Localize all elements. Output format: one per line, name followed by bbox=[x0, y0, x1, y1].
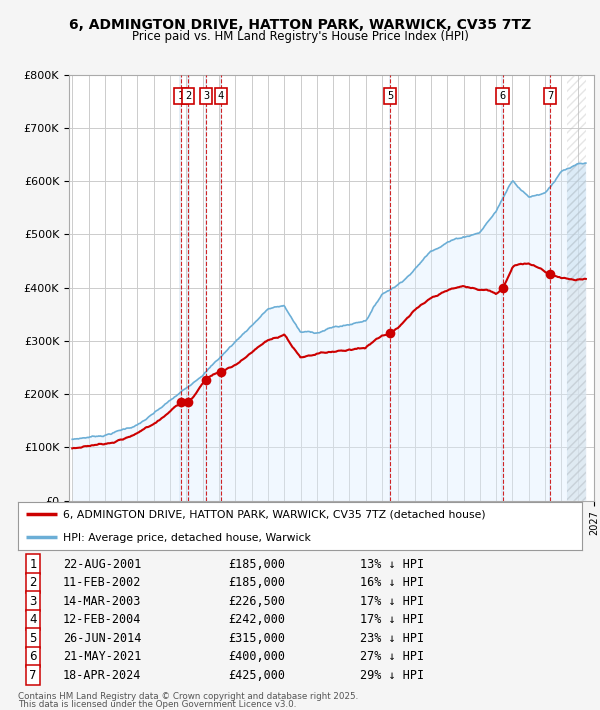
Text: 11-FEB-2002: 11-FEB-2002 bbox=[63, 577, 142, 589]
Text: 6: 6 bbox=[499, 91, 506, 101]
Text: 13% ↓ HPI: 13% ↓ HPI bbox=[360, 558, 424, 571]
Text: 7: 7 bbox=[29, 669, 37, 682]
Text: 17% ↓ HPI: 17% ↓ HPI bbox=[360, 595, 424, 608]
Text: 21-MAY-2021: 21-MAY-2021 bbox=[63, 650, 142, 663]
Bar bbox=[501, 75, 504, 501]
Text: 1: 1 bbox=[29, 558, 37, 571]
Text: £185,000: £185,000 bbox=[228, 577, 285, 589]
Text: 16% ↓ HPI: 16% ↓ HPI bbox=[360, 577, 424, 589]
Text: 22-AUG-2001: 22-AUG-2001 bbox=[63, 558, 142, 571]
Text: 3: 3 bbox=[29, 595, 37, 608]
Text: 2: 2 bbox=[185, 91, 191, 101]
Text: 5: 5 bbox=[29, 632, 37, 645]
Text: 5: 5 bbox=[387, 91, 393, 101]
Bar bbox=[205, 75, 207, 501]
Text: £185,000: £185,000 bbox=[228, 558, 285, 571]
Text: Price paid vs. HM Land Registry's House Price Index (HPI): Price paid vs. HM Land Registry's House … bbox=[131, 30, 469, 43]
Text: 6: 6 bbox=[29, 650, 37, 663]
Text: 12-FEB-2004: 12-FEB-2004 bbox=[63, 613, 142, 626]
Text: 1: 1 bbox=[178, 91, 184, 101]
Text: £425,000: £425,000 bbox=[228, 669, 285, 682]
Text: 26-JUN-2014: 26-JUN-2014 bbox=[63, 632, 142, 645]
Text: 4: 4 bbox=[29, 613, 37, 626]
Text: 6, ADMINGTON DRIVE, HATTON PARK, WARWICK, CV35 7TZ (detached house): 6, ADMINGTON DRIVE, HATTON PARK, WARWICK… bbox=[63, 510, 486, 520]
Text: £242,000: £242,000 bbox=[228, 613, 285, 626]
Text: £315,000: £315,000 bbox=[228, 632, 285, 645]
Text: 29% ↓ HPI: 29% ↓ HPI bbox=[360, 669, 424, 682]
Text: 27% ↓ HPI: 27% ↓ HPI bbox=[360, 650, 424, 663]
Text: 7: 7 bbox=[547, 91, 553, 101]
Text: 23% ↓ HPI: 23% ↓ HPI bbox=[360, 632, 424, 645]
Text: Contains HM Land Registry data © Crown copyright and database right 2025.: Contains HM Land Registry data © Crown c… bbox=[18, 692, 358, 701]
Text: 3: 3 bbox=[203, 91, 209, 101]
Text: HPI: Average price, detached house, Warwick: HPI: Average price, detached house, Warw… bbox=[63, 532, 311, 542]
Text: £226,500: £226,500 bbox=[228, 595, 285, 608]
Bar bbox=[179, 75, 182, 501]
Text: 14-MAR-2003: 14-MAR-2003 bbox=[63, 595, 142, 608]
Text: This data is licensed under the Open Government Licence v3.0.: This data is licensed under the Open Gov… bbox=[18, 700, 296, 709]
Text: 2: 2 bbox=[29, 577, 37, 589]
Text: 4: 4 bbox=[218, 91, 224, 101]
Text: 17% ↓ HPI: 17% ↓ HPI bbox=[360, 613, 424, 626]
Text: 6, ADMINGTON DRIVE, HATTON PARK, WARWICK, CV35 7TZ: 6, ADMINGTON DRIVE, HATTON PARK, WARWICK… bbox=[69, 18, 531, 32]
Text: £400,000: £400,000 bbox=[228, 650, 285, 663]
Bar bbox=[187, 75, 190, 501]
Text: 18-APR-2024: 18-APR-2024 bbox=[63, 669, 142, 682]
Bar bbox=[220, 75, 222, 501]
Bar bbox=[389, 75, 391, 501]
Bar bbox=[548, 75, 551, 501]
